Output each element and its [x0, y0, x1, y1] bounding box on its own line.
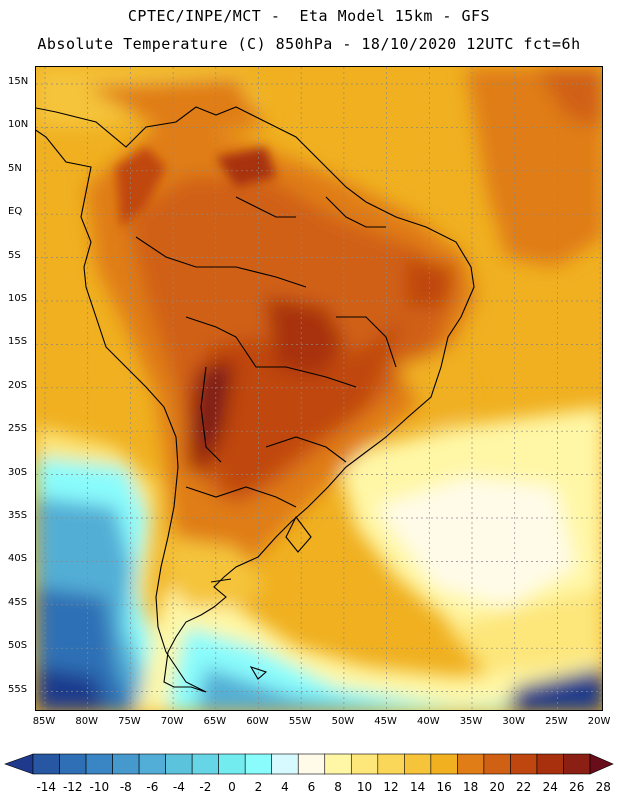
colorbar-swatch [191, 753, 219, 775]
latitude-label: 25S [8, 423, 28, 435]
colorbar [4, 753, 614, 775]
longitude-label: 30W [502, 716, 525, 727]
colorbar-swatch [138, 753, 166, 775]
colorbar-tick-label: -2 [199, 780, 212, 794]
colorbar-swatch [112, 753, 140, 775]
latitude-label: 5S [8, 249, 21, 261]
chart-title-line2: Absolute Temperature (C) 850hPa - 18/10/… [37, 35, 581, 53]
temperature-map [35, 66, 603, 711]
longitude-label: 75W [118, 716, 141, 727]
colorbar-swatch [377, 753, 405, 775]
latitude-label: 55S [8, 683, 28, 695]
latitude-label: 35S [8, 510, 28, 521]
colorbar-tick-label: 4 [281, 780, 289, 794]
latitude-label: 20S [8, 379, 28, 391]
colorbar-swatch [324, 753, 352, 775]
colorbar-swatch [457, 753, 485, 775]
longitude-label: 40W [416, 716, 440, 727]
warm-highlights [116, 147, 276, 227]
latitude-label: 50S [8, 640, 28, 652]
colorbar-tick-label: -4 [172, 780, 185, 794]
colorbar-swatch [244, 753, 273, 775]
longitude-label: 70W [160, 716, 184, 727]
colorbar-tick-label: -8 [119, 780, 132, 794]
colorbar-swatch [271, 753, 299, 775]
colorbar-tick-label: -10 [89, 780, 110, 794]
latitude-label: 30S [8, 466, 28, 478]
colorbar-tick-label: -14 [36, 780, 57, 794]
colorbar-swatch [350, 753, 379, 775]
longitude-label: 80W [75, 716, 98, 727]
colorbar-tick-label: 6 [307, 780, 316, 794]
colorbar-tick-label: 28 [595, 780, 611, 794]
longitude-label: 85W [32, 716, 56, 727]
colorbar-tick-label: 10 [356, 780, 373, 794]
longitude-label: 35W [459, 716, 483, 727]
colorbar-swatch [536, 753, 564, 775]
colorbar-swatch [85, 753, 113, 775]
longitude-label: 45W [374, 716, 397, 727]
colorbar-tick-label: 24 [542, 780, 558, 794]
colorbar-swatch [563, 753, 591, 775]
colorbar-swatch [218, 753, 246, 775]
colorbar-swatch [32, 753, 60, 775]
colorbar-tick-label: 20 [489, 780, 505, 794]
colorbar-min-arrow [4, 753, 34, 775]
colorbar-tick-label: 22 [516, 780, 532, 794]
colorbar-tick-label: 2 [254, 780, 263, 794]
colorbar-max-arrow [589, 753, 614, 775]
colorbar-tick-label: 8 [334, 780, 342, 794]
colorbar-swatch [510, 753, 538, 775]
colorbar-tick-label: -12 [62, 780, 83, 794]
colorbar-tick-label: 12 [383, 780, 399, 794]
colorbar-tick-label: 14 [409, 780, 426, 794]
latitude-label: 10S [8, 293, 28, 304]
longitude-label: 20W [587, 716, 611, 727]
latitude-label: 45S [8, 596, 28, 608]
colorbar-swatch [297, 753, 326, 775]
colorbar-swatch [59, 753, 87, 775]
coastline [36, 106, 475, 693]
colorbar-swatch [165, 753, 193, 775]
longitude-label: 50W [331, 716, 355, 727]
colorbar-swatch [404, 753, 432, 775]
colorbar-tick-label: 0 [228, 780, 236, 794]
latitude-label: EQ [8, 206, 23, 218]
latitude-label: 5N [8, 162, 22, 174]
latitude-label: 15S [8, 336, 28, 348]
chart-title-line1: CPTEC/INPE/MCT - Eta Model 15km - GFS [127, 7, 491, 25]
longitude-label: 55W [288, 716, 312, 727]
colorbar-tick-label: 18 [463, 780, 479, 794]
colorbar-swatch [483, 753, 511, 775]
colorbar-swatch [430, 753, 458, 775]
longitude-label: 25W [545, 716, 568, 727]
colorbar-tick-label: 16 [436, 780, 452, 794]
longitude-label: 65W [203, 716, 227, 727]
colorbar-tick-label: -6 [146, 780, 159, 794]
colorbar-tick-label: 26 [569, 780, 585, 794]
map-canvas [36, 67, 602, 710]
latitude-label: 40S [8, 553, 28, 565]
longitude-label: 60W [246, 716, 269, 727]
temperature-shading [36, 67, 602, 710]
latitude-label: 15N [8, 76, 29, 87]
latitude-label: 10N [8, 119, 29, 131]
